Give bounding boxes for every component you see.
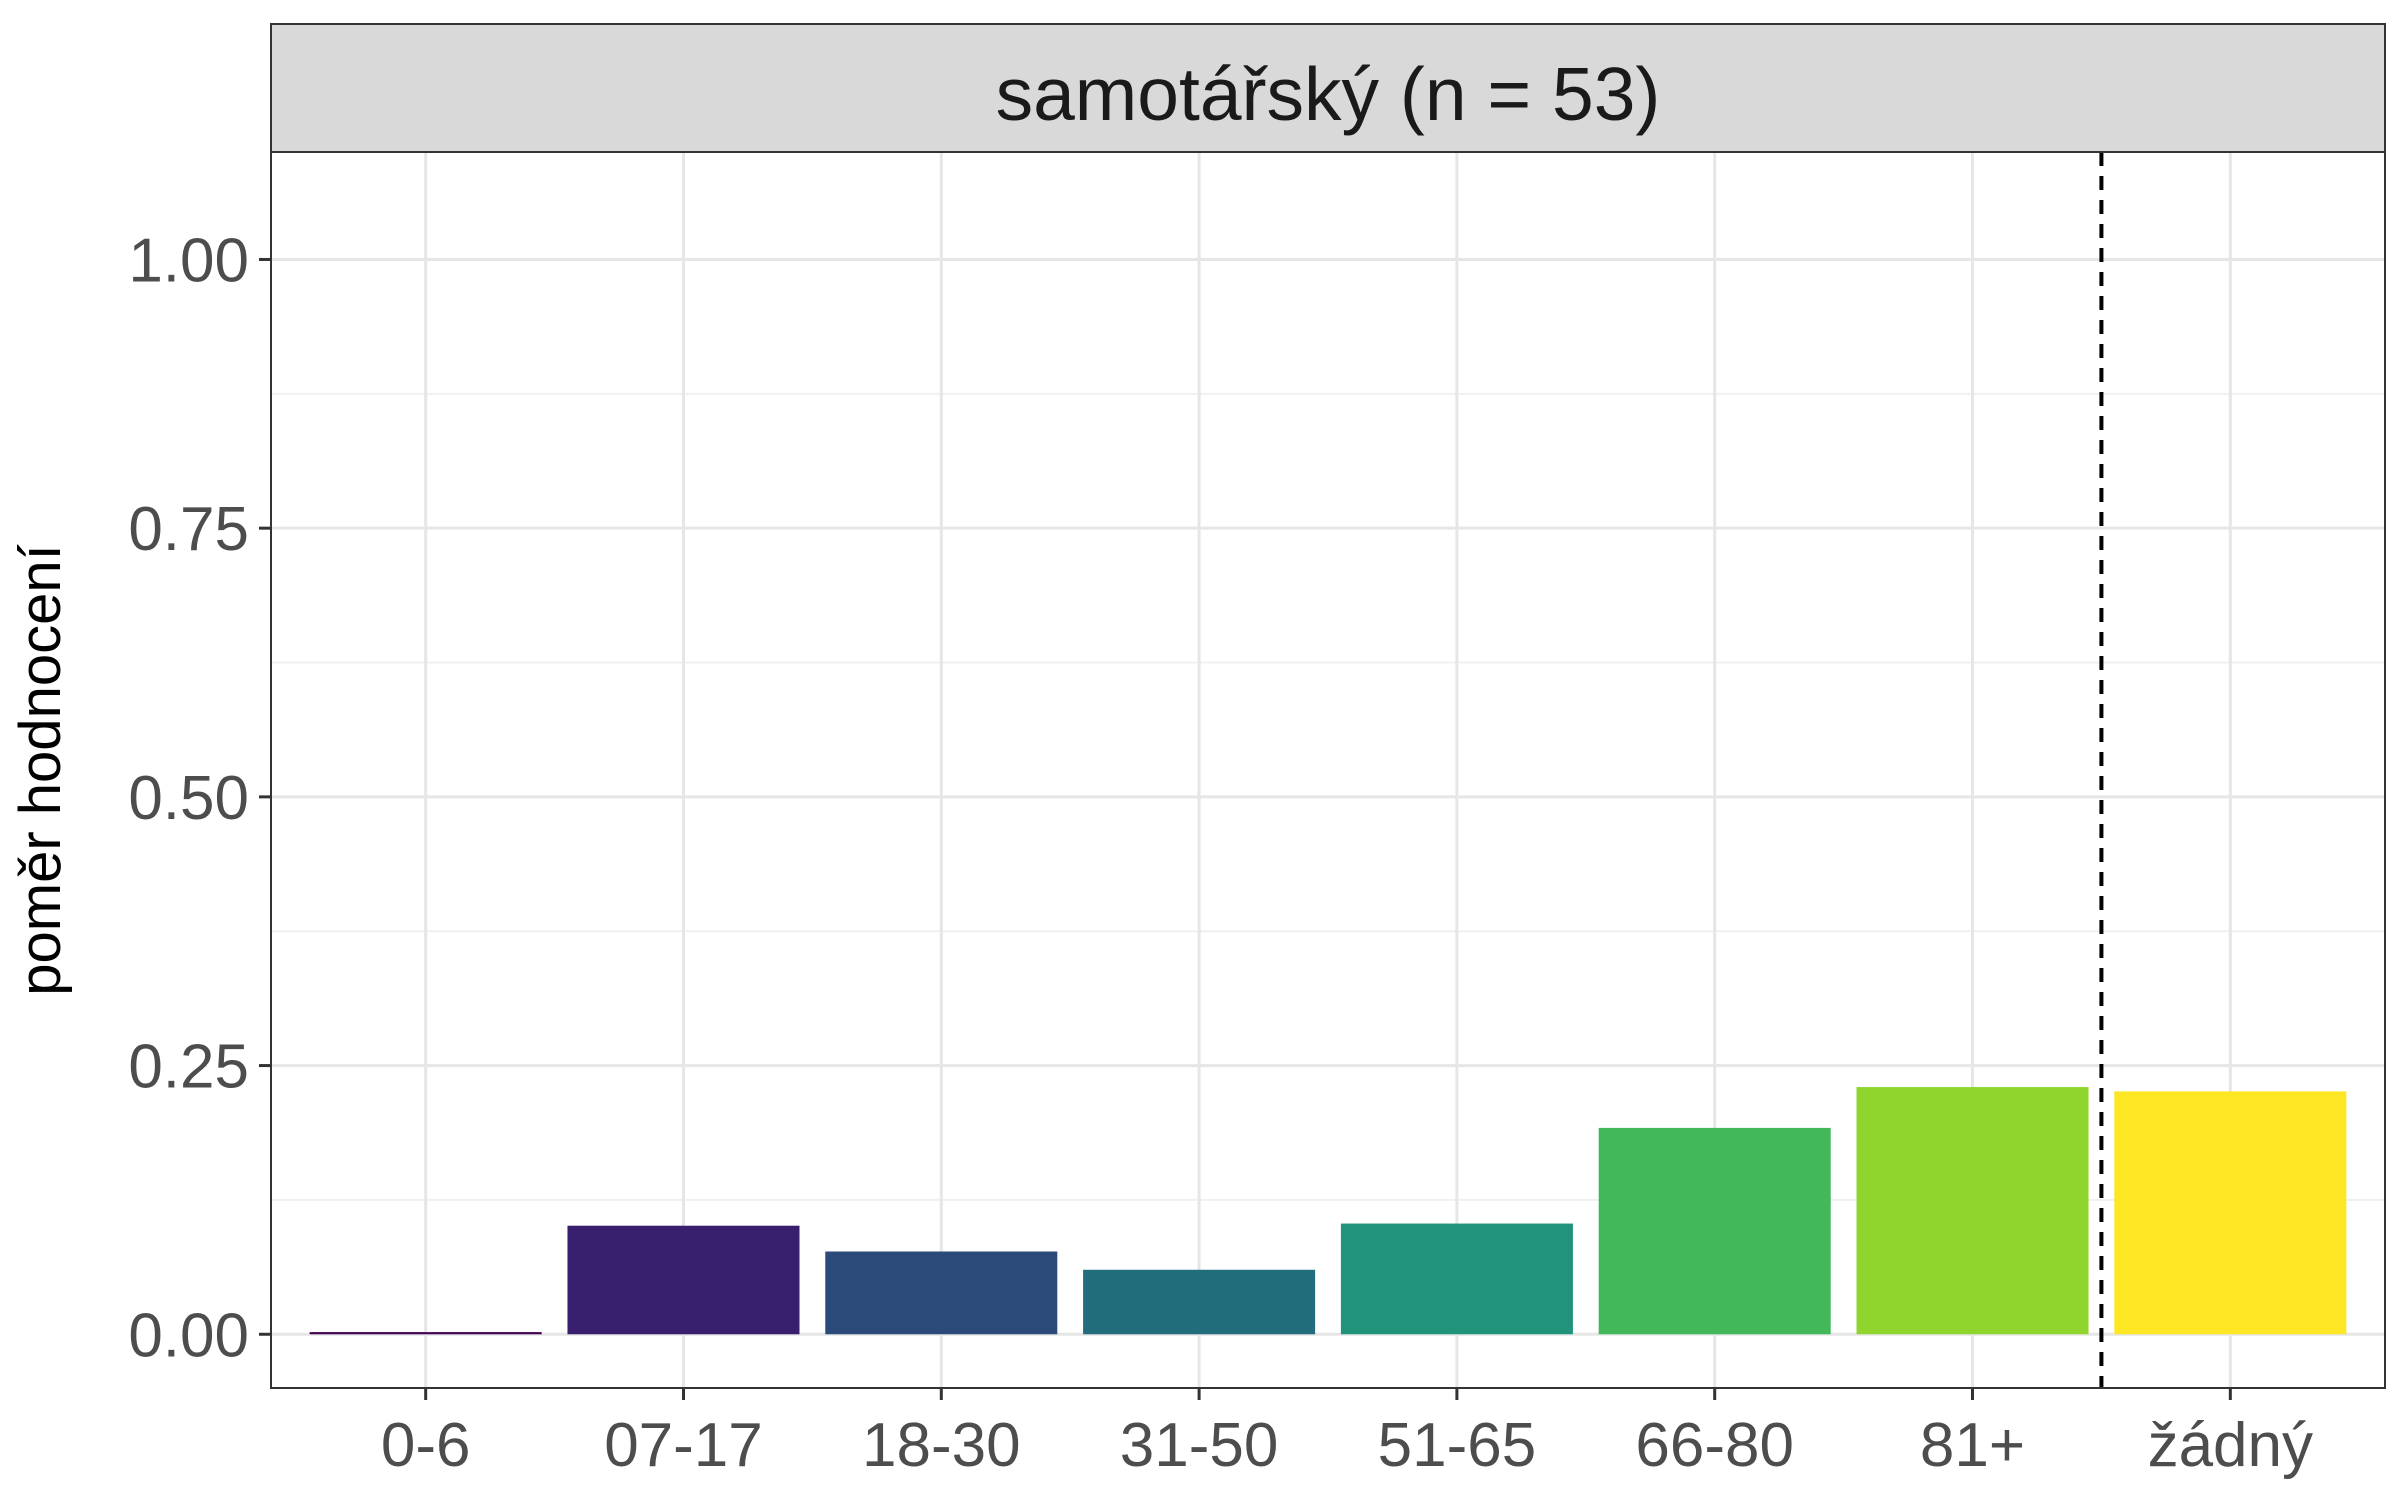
bar-žádný xyxy=(2114,1091,2347,1335)
facet-strip xyxy=(270,23,2386,153)
x-tick-label: 18-30 xyxy=(862,1411,1021,1480)
y-tick-label: 1.00 xyxy=(128,226,249,295)
x-tick-label: 66-80 xyxy=(1635,1411,1794,1480)
bar-18-30 xyxy=(825,1251,1058,1335)
facet-title: samotářský (n = 53) xyxy=(996,52,1661,136)
bar-66-80 xyxy=(1598,1127,1831,1335)
x-tick-label: žádný xyxy=(2148,1411,2313,1480)
bar-07-17 xyxy=(567,1225,800,1335)
bar-layer xyxy=(309,1087,2347,1335)
x-tick-label: 31-50 xyxy=(1120,1411,1279,1480)
y-tick-label: 0.75 xyxy=(128,495,249,564)
y-axis: 0.00 0.25 0.50 0.75 1.00 xyxy=(128,226,271,1370)
x-tick-label: 81+ xyxy=(1920,1411,2025,1480)
bar-81+ xyxy=(1856,1087,2089,1335)
x-tick-label: 0-6 xyxy=(381,1411,471,1480)
panel-border xyxy=(270,151,2386,1389)
bar-0-6 xyxy=(309,1332,542,1335)
y-tick-label: 0.50 xyxy=(128,764,249,833)
bar-51-65 xyxy=(1340,1223,1573,1335)
y-tick-label: 0.00 xyxy=(128,1301,249,1370)
x-tick-label: 07-17 xyxy=(604,1411,763,1480)
bar-31-50 xyxy=(1083,1269,1316,1335)
y-tick-label: 0.25 xyxy=(128,1033,249,1102)
x-tick-label: 51-65 xyxy=(1378,1411,1537,1480)
x-axis: 0-6 07-17 18-30 31-50 51-65 66-80 81+ žádný xyxy=(381,1388,2313,1480)
y-axis-title: poměr hodnocení xyxy=(8,544,73,995)
